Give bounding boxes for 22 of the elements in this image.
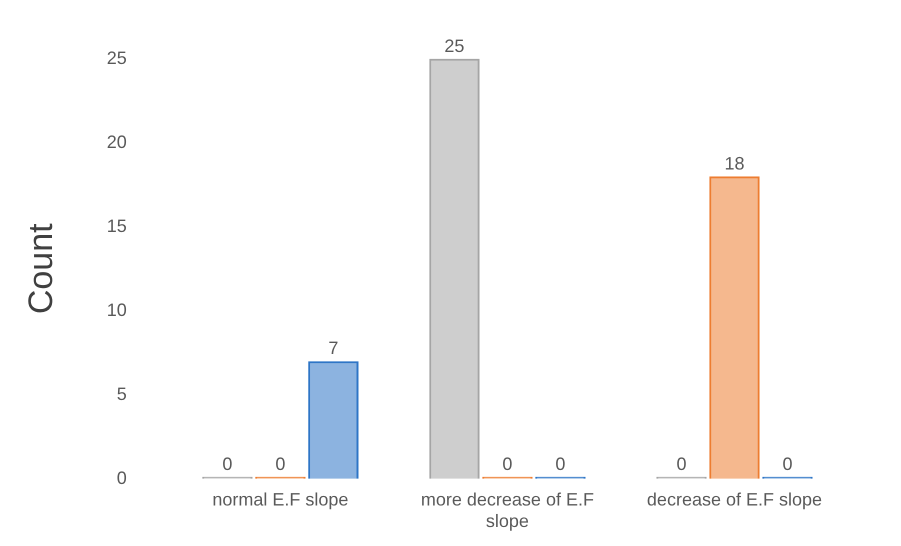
x-tick-label: decrease of E.F slope	[646, 490, 822, 510]
data-label: 0	[275, 454, 286, 474]
y-axis-title: Count	[22, 222, 60, 314]
data-label: 0	[782, 454, 792, 474]
data-label: 25	[444, 36, 464, 56]
y-tick-label: 0	[116, 468, 127, 488]
y-tick-label: 5	[116, 384, 127, 404]
y-tick-label: 25	[106, 48, 127, 68]
x-tick-label: more decrease of E.F slope	[420, 490, 594, 532]
data-label: 7	[328, 338, 338, 358]
y-tick-label: 10	[106, 300, 127, 320]
y-tick-label: 15	[106, 216, 127, 236]
x-tick-label: normal E.F slope	[212, 490, 348, 510]
data-label: 18	[724, 153, 744, 174]
data-label: 0	[502, 454, 512, 474]
data-label: 0	[676, 454, 686, 474]
bar	[308, 361, 358, 479]
data-label: 0	[222, 454, 232, 474]
y-tick-label: 20	[106, 132, 127, 152]
bar	[429, 58, 480, 479]
bar	[709, 176, 760, 479]
data-label: 0	[555, 454, 566, 474]
